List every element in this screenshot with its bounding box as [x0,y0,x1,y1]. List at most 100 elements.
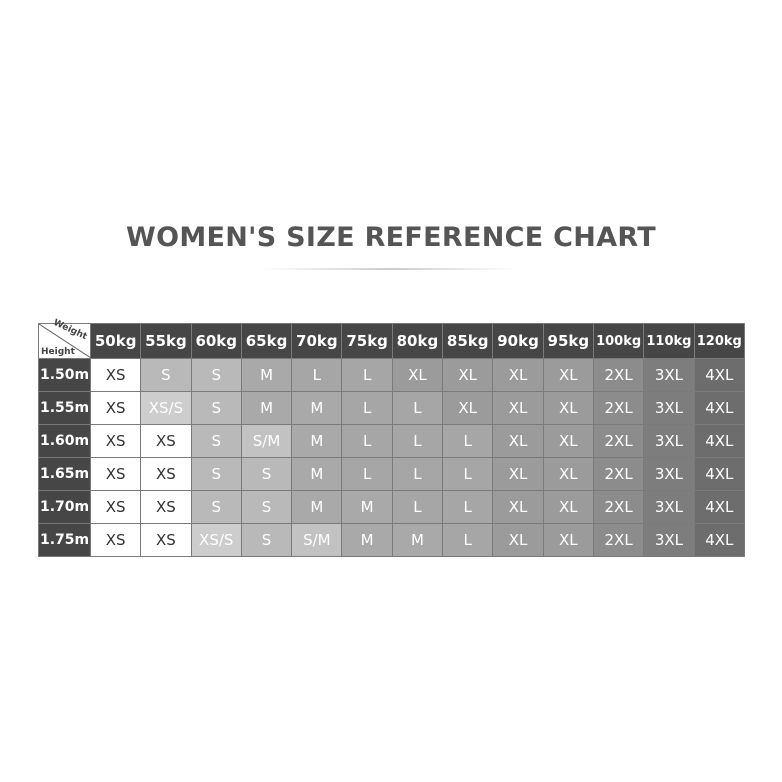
size-cell: L [442,490,494,524]
size-cell: L [341,358,393,392]
size-cell: L [442,457,494,491]
size-cell: 3XL [643,490,695,524]
size-cell: M [391,523,444,557]
size-cell: 3XL [643,424,695,458]
size-cell: XS [140,523,192,557]
chart-title: WOMEN'S SIZE REFERENCE CHART [126,222,656,253]
weight-header: 60kg [190,323,242,359]
size-cell: S [190,358,242,392]
size-cell: 2XL [592,457,645,491]
size-cell: L [391,490,444,524]
size-cell: M [240,391,293,425]
size-cell: S/M [291,523,343,557]
size-cell: L [341,391,393,425]
table-row: 1.65m XS XS S S M L L L XL XL 2XL 3XL 4XL [38,457,746,491]
weight-header: 65kg [240,323,293,359]
height-label: Height [41,347,75,357]
size-cell: 4XL [693,523,746,557]
size-cell: XL [542,523,594,557]
size-cell: M [291,457,343,491]
size-cell: XS [140,457,192,491]
size-cell: M [291,391,343,425]
size-table: Weight Height 50kg 55kg 60kg 65kg 70kg 75kg 80… [38,318,746,557]
weight-header: 85kg [442,323,494,359]
header-row: Weight Height 50kg 55kg 60kg 65kg 70kg 75kg 80… [38,318,746,359]
size-cell: L [391,457,444,491]
weight-header: 100kg [592,323,645,359]
size-cell: 3XL [643,391,695,425]
size-cell: L [341,457,393,491]
size-cell: XS [140,490,192,524]
size-cell: S [240,490,293,524]
size-cell: S [240,523,293,557]
size-cell: M [240,358,293,392]
size-cell: 2XL [592,358,645,392]
size-cell: XS [89,490,142,524]
table-row: 1.55m XS XS/S S M M L L XL XL XL 2XL 3XL 4XL [38,391,746,425]
size-cell: XL [492,457,544,491]
size-cell: XL [492,358,544,392]
size-cell: XL [542,424,594,458]
size-cell: S [190,424,242,458]
size-cell: 3XL [643,523,695,557]
weight-header: 110kg [643,323,695,359]
size-cell: L [391,391,444,425]
weight-header: 95kg [542,323,594,359]
diagonal-line-icon [39,324,91,358]
size-cell: M [341,523,393,557]
weight-header: 75kg [341,323,393,359]
size-cell: XS [89,391,142,425]
table-row: 1.70m XS XS S S M M L L XL XL 2XL 3XL 4XL [38,490,746,524]
weight-header: 80kg [391,323,444,359]
size-cell: XL [492,523,544,557]
height-header: 1.70m [38,490,91,524]
size-cell: 2XL [592,391,645,425]
size-cell: M [291,490,343,524]
table-row: 1.50m XS S S M L L XL XL XL XL 2XL 3XL 4XL [38,358,746,392]
size-cell: XL [542,358,594,392]
size-cell: S [190,490,242,524]
size-cell: S [240,457,293,491]
size-cell: XS [89,424,142,458]
size-cell: 4XL [693,457,746,491]
size-cell: S [190,457,242,491]
size-cell: XS [140,424,192,458]
table-row: 1.60m XS XS S S/M M L L L XL XL 2XL 3XL 4XL [38,424,746,458]
size-cell: 2XL [592,523,645,557]
size-cell: XL [442,391,494,425]
size-cell: 4XL [693,358,746,392]
size-cell: L [291,358,343,392]
corner-cell: Weight Height [38,318,91,359]
height-header: 1.65m [38,457,91,491]
size-cell: 2XL [592,490,645,524]
size-cell: 2XL [592,424,645,458]
size-cell: XS/S [190,523,242,557]
size-cell: XL [542,391,594,425]
weight-header: 70kg [291,323,343,359]
size-cell: M [291,424,343,458]
size-cell: XL [442,358,494,392]
size-cell: XL [542,490,594,524]
weight-header: 55kg [140,323,192,359]
size-cell: L [391,424,444,458]
size-cell: XL [492,424,544,458]
size-cell: 3XL [643,358,695,392]
size-cell: XS [89,457,142,491]
table-row: 1.75m XS XS XS/S S S/M M M L XL XL 2XL 3XL 4XL [38,523,746,557]
size-cell: S [190,391,242,425]
size-cell: 3XL [643,457,695,491]
size-cell: XL [542,457,594,491]
size-cell: M [341,490,393,524]
weight-header: 50kg [89,323,142,359]
size-cell: XS/S [140,391,192,425]
height-header: 1.55m [38,391,91,425]
height-header: 1.50m [38,358,91,392]
size-cell: XL [391,358,444,392]
height-header: 1.60m [38,424,91,458]
title-divider [262,268,520,270]
size-cell: XS [89,358,142,392]
size-cell: L [341,424,393,458]
size-cell: XL [492,391,544,425]
size-cell: XL [492,490,544,524]
size-cell: L [442,424,494,458]
